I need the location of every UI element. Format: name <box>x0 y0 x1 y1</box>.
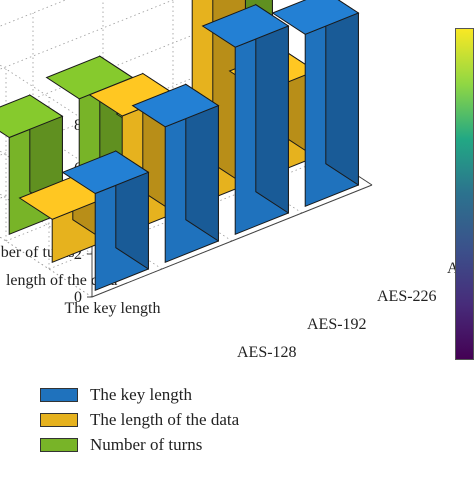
z-tick-label-4: 8 <box>74 117 82 134</box>
bar-0-1-top <box>131 83 220 128</box>
bar-0-3-side <box>325 0 359 186</box>
legend-swatch-key-length <box>40 387 78 402</box>
legend-item-data-length: The length of the data <box>40 407 239 432</box>
series-axis-label-1: length of the data <box>6 272 118 289</box>
gridline-floor-cat-0 <box>0 236 93 298</box>
bar-0-0-top <box>61 150 150 195</box>
series-axis-label-2: The key length <box>65 300 161 317</box>
legend-label-number-of-turns: Number of turns <box>90 434 203 454</box>
legend-label-data-length: The length of the data <box>90 409 240 429</box>
gridline-side-8 <box>0 64 93 126</box>
bar-0-2-top <box>201 4 290 48</box>
category-label-2: AES-226 <box>377 288 437 305</box>
gridline-back-6 <box>0 0 175 70</box>
bar-0-3-top <box>271 0 360 35</box>
bar-2-0-top <box>0 94 64 139</box>
category-label-0: AES-128 <box>237 344 297 361</box>
legend-swatch-number-of-turns <box>40 437 78 452</box>
z-tick-label-0: 0 <box>74 289 82 306</box>
legend-label-key-length: The key length <box>90 384 192 404</box>
z-tick-label-1: 2 <box>74 246 82 263</box>
gridline-back-8 <box>0 0 67 27</box>
legend-item-key-length: The key length <box>40 382 239 407</box>
legend-swatch-data-length <box>40 412 78 427</box>
legend-item-number-of-turns: Number of turns <box>40 432 239 457</box>
legend: The key length The length of the data Nu… <box>40 382 239 457</box>
category-label-1: AES-192 <box>307 316 367 333</box>
colorbar <box>455 28 474 360</box>
category-axis <box>91 184 373 298</box>
